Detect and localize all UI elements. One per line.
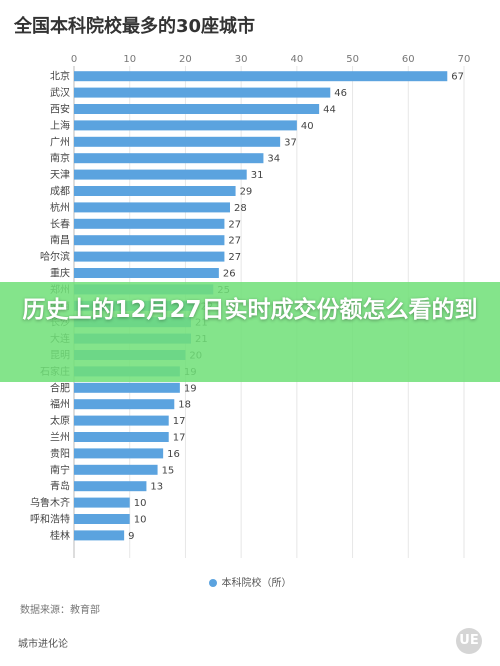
value-label: 10 (134, 498, 147, 509)
bar (74, 415, 169, 426)
category-label: 南宁 (50, 463, 70, 476)
category-label: 兰州 (50, 431, 70, 444)
x-tick-label: 40 (290, 54, 303, 65)
headline-banner: 历史上的12月27日实时成交份额怎么看的到 (0, 282, 500, 382)
source-note: 数据来源：教育部 (20, 605, 100, 616)
category-label: 合肥 (50, 381, 70, 394)
bar (74, 153, 264, 164)
bar (74, 464, 158, 475)
category-label: 南京 (50, 152, 70, 165)
bar (74, 218, 225, 229)
value-label: 37 (284, 137, 297, 148)
x-tick-label: 20 (179, 54, 192, 65)
category-label: 长春 (50, 218, 70, 230)
value-label: 28 (234, 203, 247, 214)
value-label: 17 (173, 433, 186, 444)
bar (74, 71, 448, 82)
category-label: 西安 (50, 103, 70, 116)
x-tick-label: 0 (71, 54, 77, 65)
bar (74, 169, 247, 180)
value-label: 17 (173, 416, 186, 427)
category-label: 乌鲁木齐 (30, 496, 70, 509)
category-label: 福州 (50, 398, 70, 411)
value-label: 34 (267, 154, 280, 165)
bar (74, 202, 230, 213)
category-label: 北京 (50, 70, 70, 83)
value-label: 29 (240, 187, 253, 198)
x-tick-label: 10 (123, 54, 136, 65)
category-label: 武汉 (50, 86, 70, 99)
x-tick-label: 50 (346, 54, 359, 65)
value-label: 9 (128, 531, 134, 542)
bar (74, 136, 281, 147)
x-tick-label: 70 (458, 54, 471, 65)
bar (74, 399, 175, 410)
value-label: 16 (167, 449, 180, 460)
bar (74, 251, 225, 262)
value-label: 26 (223, 269, 236, 280)
category-label: 哈尔滨 (40, 250, 70, 263)
chart-title: 全国本科院校最多的30座城市 (14, 16, 256, 37)
value-label: 15 (162, 465, 175, 476)
value-label: 13 (150, 482, 163, 493)
bar (74, 87, 331, 98)
category-label: 广州 (50, 136, 70, 148)
brand-logo: UE (456, 628, 482, 654)
bar (74, 497, 130, 508)
bar (74, 186, 236, 196)
category-label: 成都 (50, 186, 70, 198)
category-label: 青岛 (50, 480, 70, 493)
x-tick-label: 60 (402, 54, 415, 65)
category-label: 上海 (50, 119, 70, 132)
legend: 本科院校（所） (0, 574, 500, 589)
value-label: 67 (451, 72, 464, 83)
brand-name: 城市进化论 (18, 639, 68, 650)
headline-text: 历史上的12月27日实时成交份额怎么看的到 (22, 297, 478, 323)
bar (74, 120, 297, 131)
bar (74, 481, 147, 492)
logo-glyph: UE (459, 633, 479, 648)
value-label: 27 (228, 219, 241, 230)
bar (74, 235, 225, 246)
bar (74, 382, 180, 393)
bar (74, 432, 169, 442)
value-label: 40 (301, 121, 314, 132)
value-label: 44 (323, 105, 336, 116)
category-label: 太原 (50, 414, 70, 427)
legend-swatch (208, 579, 217, 587)
value-label: 46 (334, 88, 347, 99)
category-label: 南昌 (50, 234, 70, 247)
bar (74, 268, 219, 278)
category-label: 呼和浩特 (30, 514, 70, 526)
category-label: 贵阳 (50, 447, 70, 460)
legend-label: 本科院校（所） (221, 578, 292, 589)
value-label: 27 (228, 236, 241, 247)
value-label: 19 (184, 383, 197, 394)
value-label: 10 (134, 515, 147, 526)
category-label: 天津 (50, 169, 70, 181)
x-tick-label: 30 (235, 54, 248, 65)
bar (74, 530, 125, 541)
value-label: 18 (178, 400, 191, 411)
category-label: 桂林 (50, 529, 70, 542)
value-label: 27 (228, 252, 241, 263)
x-axis-ticks: 0 10 20 30 40 50 60 70 (71, 54, 471, 65)
bar (74, 104, 320, 114)
value-label: 31 (251, 170, 264, 181)
bar (74, 448, 164, 459)
category-label: 重庆 (50, 267, 70, 280)
category-label: 杭州 (50, 201, 70, 214)
bar (74, 514, 130, 524)
